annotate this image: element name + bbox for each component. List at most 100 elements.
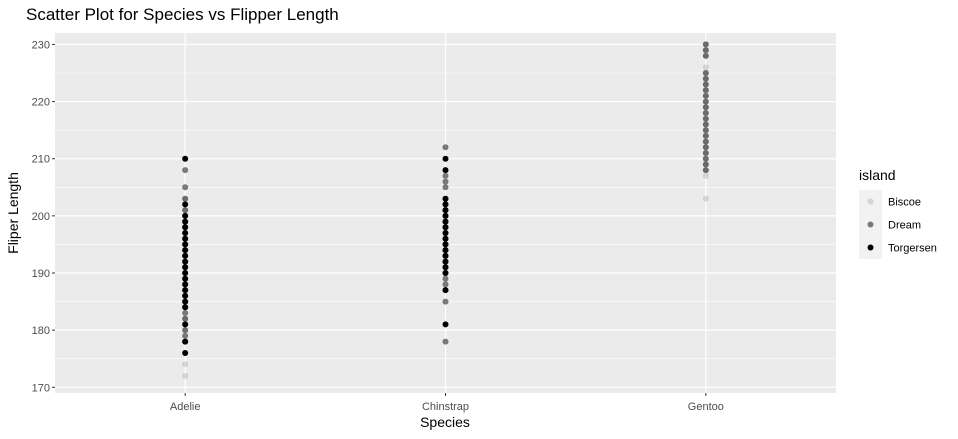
x-axis-title: Species [420,414,470,430]
data-point [442,258,449,265]
data-point [182,241,189,248]
data-point [182,167,189,174]
data-point [182,292,189,299]
data-point [702,92,709,99]
data-point [702,87,709,94]
data-point [442,281,449,288]
data-point [702,167,709,174]
data-point [702,132,709,139]
data-point [702,81,709,88]
legend-label: Torgersen [888,243,937,255]
data-point [182,287,189,294]
data-point [702,41,709,48]
y-tick-label: 200 [32,211,50,223]
data-point [442,270,449,276]
legend-marker [867,198,874,205]
data-point [182,304,189,311]
data-point [182,201,189,208]
data-point [182,372,189,379]
data-point [702,155,709,162]
data-point [182,207,189,214]
data-point [702,70,709,76]
y-tick-label: 210 [32,154,50,166]
data-point [702,115,709,122]
data-point [442,212,449,219]
data-point [442,275,449,282]
legend: island Biscoe Dream Torgersen [859,167,937,259]
data-point [442,224,449,231]
data-point [442,252,449,259]
data-point [702,195,709,202]
data-point [182,315,189,322]
data-point [182,281,189,288]
x-tick-label: Adelie [170,401,201,413]
data-point [442,207,449,214]
data-point [182,275,189,282]
data-point [182,230,189,236]
legend-label: Dream [888,220,921,232]
data-point [702,110,709,116]
data-point [442,167,449,174]
data-point [442,287,449,294]
data-point [442,155,449,162]
y-axis-title: Fliper Length [5,172,21,254]
data-point [182,270,189,276]
data-point [442,230,449,236]
y-tick-label: 190 [32,268,50,280]
x-tick-label: Gentoo [688,401,724,413]
y-tick-label: 170 [32,382,50,394]
data-point [182,235,189,242]
data-point [182,224,189,231]
data-point [182,155,189,162]
legend-marker [867,244,874,251]
data-point [702,161,709,168]
data-point [702,121,709,128]
data-point [702,150,709,156]
data-point [702,98,709,105]
data-point [182,258,189,265]
data-point [182,327,189,334]
data-point [182,350,189,356]
data-point [702,64,709,71]
x-tick-label: Chinstrap [422,401,469,413]
data-point [702,172,709,179]
data-point [182,195,189,202]
data-point [702,75,709,82]
data-point [442,298,449,305]
data-point [442,321,449,328]
y-tick-label: 230 [32,39,50,51]
legend-marker [867,221,874,228]
data-point [182,338,189,345]
data-point [442,235,449,242]
data-point [442,218,449,225]
data-point [182,332,189,339]
data-point [442,195,449,202]
data-point [182,247,189,254]
data-point [442,172,449,179]
data-point [702,138,709,145]
x-axis-ticks: Adelie Chinstrap Gentoo [170,393,724,413]
data-point [182,361,189,368]
data-point [182,264,189,271]
data-point [702,144,709,151]
legend-title: island [859,167,896,183]
data-point [442,201,449,208]
y-tick-label: 220 [32,97,50,109]
points [182,41,709,379]
data-point [182,212,189,219]
data-point [182,218,189,225]
y-tick-label: 180 [32,325,50,337]
data-point [702,52,709,59]
data-point [182,298,189,305]
legend-key [859,190,882,213]
data-point [702,127,709,134]
data-point [182,252,189,259]
data-point [702,47,709,54]
data-point [442,247,449,254]
legend-label: Biscoe [888,197,921,209]
data-point [442,241,449,248]
data-point [442,184,449,191]
data-point [442,178,449,185]
data-point [182,184,189,191]
